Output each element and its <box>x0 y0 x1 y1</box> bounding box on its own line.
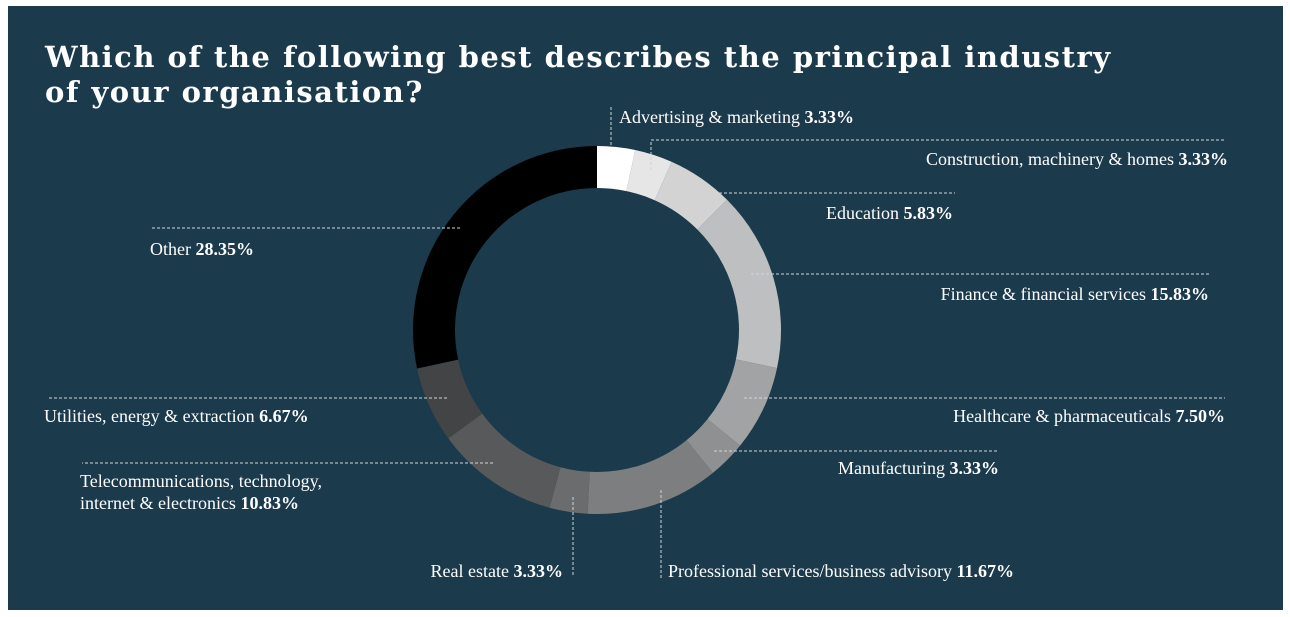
slice-label-text: Advertising & marketing <box>619 107 800 127</box>
slice-label-text: Utilities, energy & extraction <box>44 406 255 426</box>
slice-percent: 7.50% <box>1175 406 1226 426</box>
slice-percent: 3.33% <box>513 561 564 581</box>
slice-label-education: Education 5.83% <box>826 202 953 224</box>
leader-line-construction-machinery-homes <box>650 139 1225 170</box>
slice-label-text: Other <box>150 239 191 259</box>
slice-professional-services-business-advisory <box>587 440 713 514</box>
slice-label-real-estate: Real estate 3.33% <box>431 560 563 582</box>
slice-label-telecommunications-technology-internet-electronics: Telecommunications, technology, internet … <box>80 470 322 514</box>
slice-label-text: Professional services/business advisory <box>668 561 952 581</box>
slice-label-healthcare-pharmaceuticals: Healthcare & pharmaceuticals 7.50% <box>953 405 1225 427</box>
slice-manufacturing <box>686 419 741 473</box>
slice-telecommunications-technology-internet-electronics <box>448 413 561 508</box>
slice-label-text: Manufacturing <box>838 458 945 478</box>
slice-percent: 3.33% <box>804 107 854 127</box>
slice-healthcare-pharmaceuticals <box>707 359 778 446</box>
slice-label-text: Healthcare & pharmaceuticals <box>953 406 1171 426</box>
slice-label-text: Real estate <box>430 561 509 581</box>
chart-title: Which of the following best describes th… <box>45 40 1112 109</box>
slice-other <box>413 146 597 369</box>
slice-percent: 11.67% <box>956 561 1014 581</box>
slice-label-manufacturing: Manufacturing 3.33% <box>838 457 999 479</box>
slice-utilities-energy-extraction <box>417 359 483 439</box>
slice-label-text: Construction, machinery & homes <box>926 149 1174 169</box>
slice-label-text: internet & electronics <box>80 493 236 513</box>
slice-construction-machinery-homes <box>626 150 672 201</box>
slice-label-advertising-marketing: Advertising & marketing 3.33% <box>619 106 854 128</box>
slice-percent: 6.67% <box>259 406 309 426</box>
slice-finance-financial-services <box>697 199 782 369</box>
slice-label-construction-machinery-homes: Construction, machinery & homes 3.33% <box>926 148 1228 170</box>
slice-real-estate <box>549 467 590 514</box>
slice-percent: 15.83% <box>1150 284 1210 304</box>
slice-percent: 3.33% <box>1178 149 1229 169</box>
slice-label-text: Finance & financial services <box>940 284 1146 304</box>
slice-label-professional-services-business-advisory: Professional services/business advisory … <box>668 560 1014 582</box>
slice-label-finance-financial-services: Finance & financial services 15.83% <box>941 283 1209 305</box>
slice-label-text: Education <box>826 203 899 223</box>
slice-education <box>654 161 728 230</box>
slice-percent: 5.83% <box>903 203 954 223</box>
slice-advertising-marketing <box>597 146 636 192</box>
slice-percent: 3.33% <box>949 458 1000 478</box>
chart-panel <box>8 6 1283 610</box>
slice-percent: 28.35% <box>195 239 254 259</box>
slice-label-utilities-energy-extraction: Utilities, energy & extraction 6.67% <box>44 405 309 427</box>
slice-percent: 10.83% <box>240 493 299 513</box>
slice-label-other: Other 28.35% <box>150 238 254 260</box>
slice-label-text: Telecommunications, technology, <box>80 471 323 491</box>
